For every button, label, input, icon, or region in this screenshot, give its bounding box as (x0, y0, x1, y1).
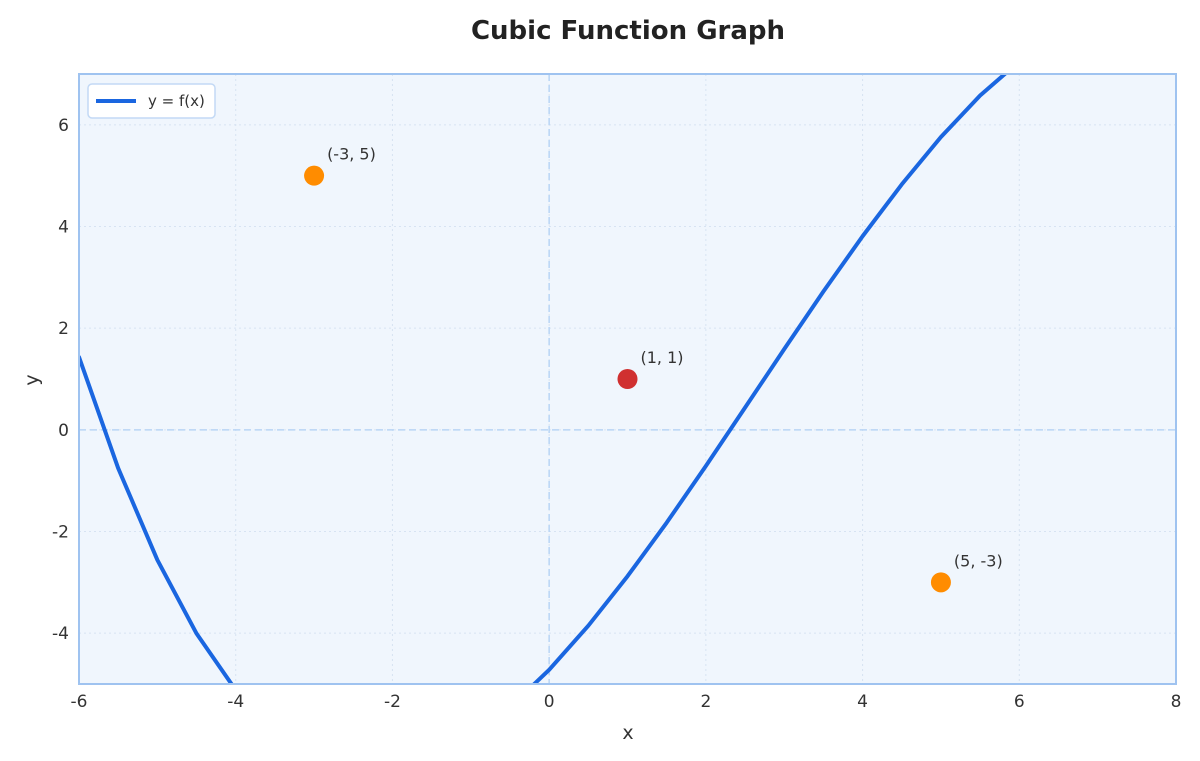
x-tick-label: 2 (700, 692, 711, 712)
x-tick-label: 6 (1014, 692, 1025, 712)
y-tick-label: 4 (58, 218, 69, 238)
legend-box (87, 83, 216, 119)
data-point-0 (304, 165, 325, 186)
y-tick-label: 6 (58, 116, 69, 136)
y-axis-label: y (21, 374, 43, 385)
x-tick-label: 8 (1171, 692, 1182, 712)
x-tick-label: -2 (384, 692, 401, 712)
x-tick-label: 4 (857, 692, 868, 712)
series-line-0 (79, 74, 1008, 684)
y-tick-label: -2 (52, 523, 69, 543)
legend: y = f(x) (87, 83, 216, 119)
plot-frame (78, 73, 1177, 685)
x-tick-label: -4 (227, 692, 244, 712)
y-tick-label: 0 (58, 421, 69, 441)
legend-label-0: y = f(x) (148, 92, 205, 110)
x-tick-label: -6 (71, 692, 88, 712)
x-tick-label: 0 (544, 692, 555, 712)
data-point-1 (617, 369, 638, 389)
data-point-2 (930, 572, 951, 593)
chart-title: Cubic Function Graph (471, 16, 785, 46)
x-axis-label: x (622, 722, 633, 744)
y-tick-label: -4 (52, 624, 69, 644)
data-point-label-1: (1, 1) (641, 348, 684, 367)
y-tick-label: 2 (58, 319, 69, 339)
data-point-label-0: (-3, 5) (327, 145, 376, 164)
data-point-label-2: (5, -3) (954, 551, 1003, 570)
